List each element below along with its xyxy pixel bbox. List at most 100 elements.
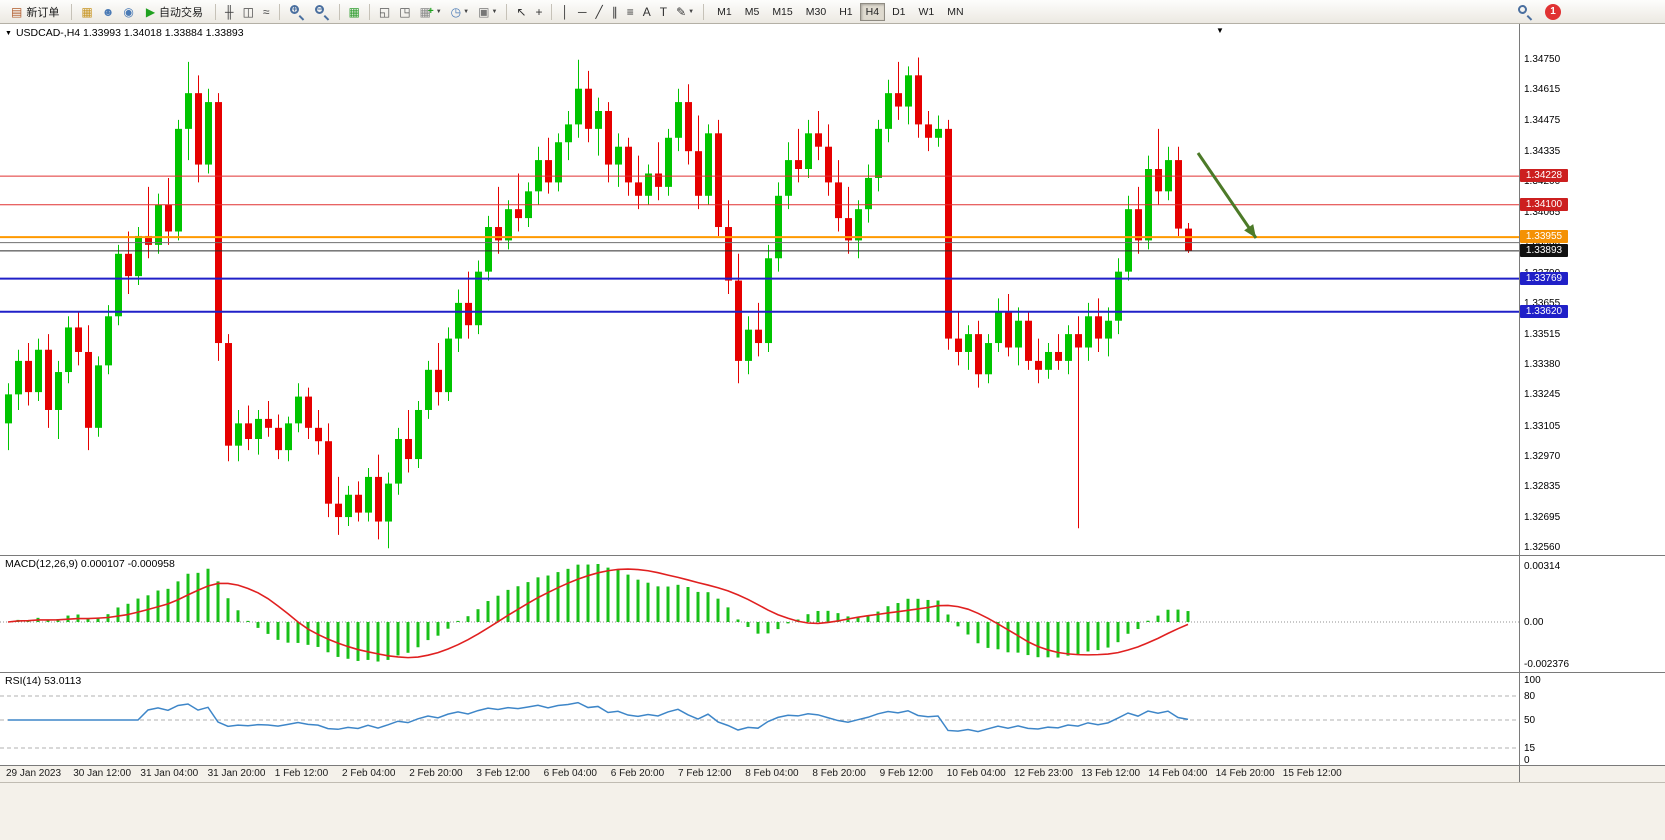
timeframe-m5[interactable]: M5 <box>739 3 766 21</box>
candle-115[interactable] <box>1155 128 1162 205</box>
candle-62[interactable] <box>625 137 632 196</box>
candle-56[interactable] <box>565 111 572 161</box>
candle-13[interactable] <box>135 227 142 286</box>
draw-tools-icon[interactable]: ✎ ▼ <box>672 3 698 21</box>
candle-97[interactable] <box>975 320 982 388</box>
zoom-out-icon[interactable]: − <box>310 2 334 22</box>
candle-84[interactable] <box>845 186 852 254</box>
candle-38[interactable] <box>385 472 392 549</box>
candle-82[interactable] <box>825 124 832 196</box>
candle-103[interactable] <box>1035 338 1042 384</box>
candle-42[interactable] <box>425 360 432 419</box>
candle-0[interactable] <box>5 383 12 451</box>
timeframe-mn[interactable]: MN <box>941 3 969 21</box>
new-chart-down-icon[interactable]: ◳ <box>395 3 414 21</box>
candle-106[interactable] <box>1065 325 1072 375</box>
candle-114[interactable] <box>1145 155 1152 250</box>
candle-31[interactable] <box>315 409 322 455</box>
candle-16[interactable] <box>165 177 172 245</box>
cursor-icon[interactable]: ↖ <box>512 3 530 21</box>
timeframe-h4[interactable]: H4 <box>859 2 886 21</box>
candle-37[interactable] <box>375 454 382 540</box>
candle-81[interactable] <box>815 111 822 161</box>
candle-109[interactable] <box>1095 298 1102 352</box>
candle-57[interactable] <box>575 59 582 138</box>
candle-34[interactable] <box>345 485 352 526</box>
collapse-icon[interactable]: ▼ <box>5 29 12 37</box>
candle-51[interactable] <box>515 173 522 232</box>
candle-70[interactable] <box>705 124 712 205</box>
candle-3[interactable] <box>35 338 42 402</box>
fibonacci-icon[interactable]: ≡ <box>623 3 638 21</box>
candle-4[interactable] <box>45 334 52 428</box>
candle-92[interactable] <box>925 111 932 152</box>
market-watch-icon[interactable]: ▦ <box>77 3 96 21</box>
terminal-icon[interactable]: ◉ <box>119 3 137 21</box>
timeframe-d1[interactable]: D1 <box>886 3 911 21</box>
candlestick-mode-icon[interactable]: ◫ <box>239 3 258 21</box>
candle-26[interactable] <box>265 401 272 437</box>
candle-83[interactable] <box>835 160 842 232</box>
candle-76[interactable] <box>765 244 772 352</box>
candle-91[interactable] <box>915 57 922 138</box>
candle-113[interactable] <box>1135 186 1142 254</box>
candle-99[interactable] <box>995 298 1002 352</box>
candle-89[interactable] <box>895 61 902 120</box>
candle-10[interactable] <box>105 305 112 375</box>
candlestick-chart[interactable] <box>0 24 1519 555</box>
new-chart-up-icon[interactable]: ◱ <box>375 3 394 21</box>
vertical-line-icon[interactable]: │ <box>557 3 573 21</box>
candle-107[interactable] <box>1075 316 1082 529</box>
candle-100[interactable] <box>1005 293 1012 357</box>
candle-29[interactable] <box>295 383 302 433</box>
navigator-icon[interactable]: ☻ <box>98 3 119 21</box>
candle-35[interactable] <box>355 481 362 522</box>
candle-116[interactable] <box>1165 146 1172 201</box>
candle-77[interactable] <box>775 182 782 272</box>
candle-27[interactable] <box>275 414 282 460</box>
rsi-chart[interactable] <box>0 673 1519 765</box>
candle-20[interactable] <box>205 88 212 174</box>
candle-95[interactable] <box>955 311 962 366</box>
candle-59[interactable] <box>595 97 602 156</box>
candle-69[interactable] <box>695 115 702 210</box>
candle-32[interactable] <box>325 423 332 518</box>
timeframe-h1[interactable]: H1 <box>833 3 858 21</box>
candle-54[interactable] <box>545 137 552 194</box>
trendline-icon[interactable]: ╱ <box>592 3 607 21</box>
candle-39[interactable] <box>395 427 402 495</box>
candle-66[interactable] <box>665 128 672 196</box>
candle-33[interactable] <box>335 476 342 535</box>
autotrading-button[interactable]: ▶ 自动交易 <box>139 2 210 22</box>
text-icon[interactable]: A <box>639 3 655 21</box>
candle-72[interactable] <box>725 200 732 294</box>
candle-23[interactable] <box>235 409 242 462</box>
chart-shift-marker[interactable]: ▼ <box>1216 26 1224 35</box>
candle-105[interactable] <box>1055 334 1062 370</box>
search-icon[interactable] <box>1517 4 1533 21</box>
candle-102[interactable] <box>1025 311 1032 370</box>
candle-55[interactable] <box>555 133 562 192</box>
candle-9[interactable] <box>95 356 102 437</box>
candle-41[interactable] <box>415 401 422 468</box>
candle-44[interactable] <box>445 327 452 402</box>
trend-arrow[interactable] <box>1196 152 1258 239</box>
candle-24[interactable] <box>245 405 252 451</box>
crosshair-icon[interactable]: + <box>531 3 546 21</box>
candle-98[interactable] <box>985 334 992 384</box>
candle-22[interactable] <box>225 334 232 462</box>
candle-110[interactable] <box>1105 307 1112 357</box>
candle-86[interactable] <box>865 164 872 223</box>
candle-14[interactable] <box>145 186 152 259</box>
candle-15[interactable] <box>155 193 162 254</box>
notification-badge[interactable]: 1 <box>1545 3 1561 20</box>
candle-43[interactable] <box>435 343 442 406</box>
candle-101[interactable] <box>1015 307 1022 366</box>
timeframe-w1[interactable]: W1 <box>913 3 941 21</box>
candle-50[interactable] <box>505 200 512 250</box>
candle-2[interactable] <box>25 343 32 406</box>
candle-12[interactable] <box>125 231 132 294</box>
candle-45[interactable] <box>455 289 462 352</box>
macd-chart[interactable] <box>0 556 1519 672</box>
candle-104[interactable] <box>1045 343 1052 379</box>
